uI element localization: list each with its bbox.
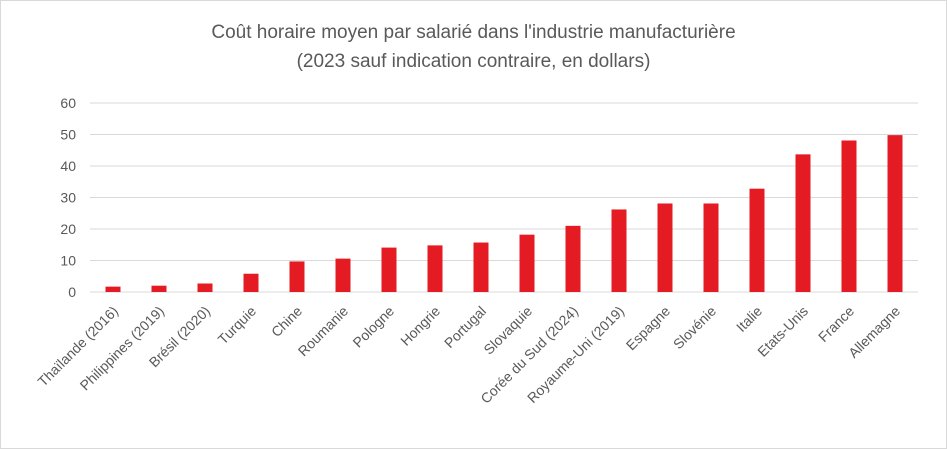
bar: [243, 273, 259, 292]
y-tick-label: 30: [60, 190, 76, 206]
x-tick-label: Thaïlande (2016): [34, 303, 121, 390]
x-tick-label: Pologne: [349, 303, 397, 351]
chart-title-block: Coût horaire moyen par salarié dans l'in…: [0, 18, 947, 76]
bar: [151, 285, 167, 292]
x-tick-label: Espagne: [623, 303, 674, 354]
bar: [841, 140, 857, 292]
bar: [197, 283, 213, 292]
bar: [381, 247, 397, 292]
x-tick-label: Italie: [733, 303, 765, 335]
y-tick-label: 0: [68, 284, 76, 300]
y-tick-label: 50: [60, 127, 76, 143]
bar: [473, 242, 489, 292]
y-tick-label: 60: [60, 95, 76, 111]
chart-subtitle: (2023 sauf indication contraire, en doll…: [296, 51, 651, 72]
x-tick-label: Slovénie: [670, 303, 719, 352]
bar: [887, 135, 903, 292]
x-tick-label: Philippines (2019): [77, 303, 168, 394]
x-tick-label: Turquie: [215, 303, 260, 348]
x-tick-label: Hongrie: [397, 303, 443, 349]
y-tick-label: 20: [60, 221, 76, 237]
bar: [749, 188, 765, 292]
bar: [519, 234, 535, 292]
chart-title: Coût horaire moyen par salarié dans l'in…: [211, 22, 736, 43]
bar: [657, 203, 673, 292]
bar: [795, 154, 811, 292]
bar: [565, 225, 581, 292]
x-tick-label: Chine: [268, 303, 305, 340]
x-tick-label: Roumanie: [295, 303, 352, 360]
bar: [427, 245, 443, 292]
bar: [335, 258, 351, 292]
x-tick-label: France: [815, 303, 857, 345]
bar: [703, 203, 719, 292]
y-tick-label: 40: [60, 158, 76, 174]
y-tick-label: 10: [60, 253, 76, 269]
bar: [105, 286, 121, 292]
x-tick-label: Etats-Unis: [754, 303, 811, 360]
bar: [289, 261, 305, 292]
bar: [611, 209, 627, 292]
